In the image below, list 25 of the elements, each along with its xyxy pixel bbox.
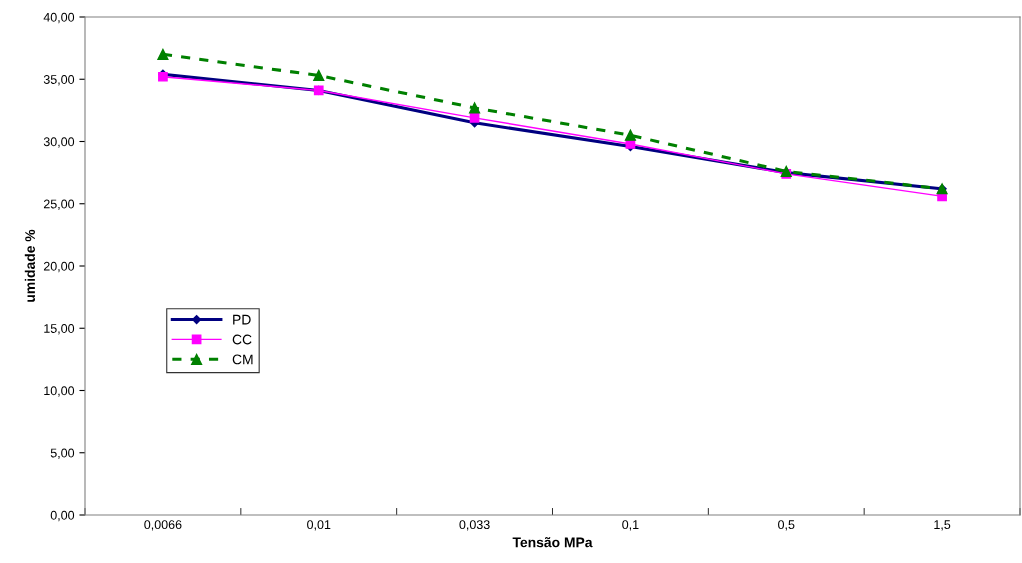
point bbox=[313, 69, 325, 82]
y-tick-label: 10,00 bbox=[44, 386, 75, 397]
point bbox=[469, 102, 481, 114]
x-tick-label: 1,5 bbox=[934, 520, 951, 531]
y-tick-label: 5,00 bbox=[50, 448, 75, 459]
legend-label: CC bbox=[232, 334, 252, 345]
point bbox=[469, 112, 480, 123]
y-tick-label: 30,00 bbox=[43, 137, 75, 148]
point bbox=[157, 48, 169, 60]
legend-label: CM bbox=[232, 354, 253, 365]
x-tick-label: 0,1 bbox=[622, 520, 639, 531]
x-tick-label: 0,5 bbox=[778, 520, 795, 531]
y-tick-label: 15,00 bbox=[44, 324, 75, 335]
x-tick-label: 0,0066 bbox=[144, 520, 182, 531]
x-axis-title: Tensão MPa bbox=[512, 537, 593, 548]
legend-label: PD bbox=[233, 314, 251, 325]
y-tick-label: 40,00 bbox=[43, 12, 75, 24]
y-tick-label: 0,00 bbox=[50, 510, 75, 522]
y-tick-label: 35,00 bbox=[43, 75, 75, 86]
y-axis-title: umidade % bbox=[24, 229, 36, 302]
y-tick-label: 20,00 bbox=[43, 261, 75, 273]
y-tick-label: 25,00 bbox=[43, 199, 75, 210]
x-tick-label: 0,01 bbox=[307, 520, 331, 531]
point bbox=[624, 129, 636, 141]
x-tick-label: 0,033 bbox=[459, 520, 490, 531]
